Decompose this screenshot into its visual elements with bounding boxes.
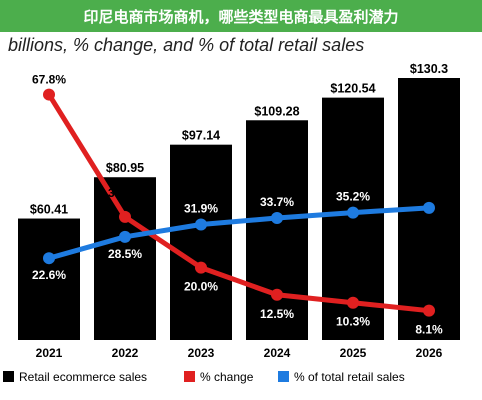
- x-tick-2025: 2025: [340, 346, 367, 360]
- pct-change-point-2025: [347, 296, 359, 309]
- x-tick-2026: 2026: [416, 346, 443, 360]
- banner-text: 印尼电商市场商机，哪些类型电商最具盈利潜力: [83, 8, 398, 26]
- bar-label-2024: $109.28: [254, 104, 299, 118]
- pct-change-point-2023: [195, 261, 207, 274]
- chart-subtitle: billions, % change, and % of total retai…: [8, 35, 364, 55]
- pct-of-total-label-2026: 36.5%: [412, 185, 446, 199]
- legend-pct-of-total-swatch: [278, 371, 289, 382]
- bar-2023: [170, 144, 232, 340]
- pct-of-total-point-2025: [347, 206, 359, 219]
- legend-bars-text: Retail ecommerce sales: [19, 370, 147, 384]
- banner-background: [0, 0, 482, 32]
- pct-change-label-2023: 20.0%: [184, 280, 218, 294]
- bar-2021: [18, 218, 80, 340]
- pct-change-label-2022: 34.0%: [108, 186, 142, 200]
- pct-change-point-2022: [119, 210, 131, 223]
- pct-of-total-label-2021: 22.6%: [32, 268, 66, 282]
- bar-label-2025: $120.54: [330, 82, 375, 96]
- labels-group: $60.41 $80.95 $97.14 $109.28 $120.54 $130.3 67…: [30, 62, 448, 337]
- legend-pct-change-text: % change: [200, 370, 254, 384]
- pct-change-label-2026: 8.1%: [415, 323, 443, 337]
- bar-label-2022: $80.95: [106, 161, 144, 175]
- x-axis: 2021 2022 2023 2024 2025 2026: [36, 346, 443, 360]
- legend-pct-of-total-text: % of total retail sales: [294, 370, 405, 384]
- legend-bars-swatch: [3, 371, 14, 382]
- pct-of-total-point-2023: [195, 218, 207, 231]
- legend: Retail ecommerce sales % change % of total…: [3, 370, 405, 384]
- pct-of-total-point-2024: [271, 212, 283, 225]
- pct-of-total-label-2024: 33.7%: [260, 195, 294, 209]
- pct-change-label-2024: 12.5%: [260, 307, 294, 321]
- pct-of-total-point-2022: [119, 230, 131, 243]
- lines-group: [43, 88, 435, 317]
- pct-change-point-2024: [271, 288, 283, 301]
- pct-of-total-label-2022: 28.5%: [108, 247, 142, 261]
- pct-change-label-2025: 10.3%: [336, 315, 370, 329]
- pct-of-total-point-2021: [43, 252, 55, 265]
- pct-of-total-label-2023: 31.9%: [184, 202, 218, 216]
- x-tick-2023: 2023: [188, 346, 215, 360]
- pct-change-label-2021: 67.8%: [32, 73, 66, 87]
- bar-label-2023: $97.14: [182, 129, 220, 143]
- pct-of-total-line: [46, 205, 432, 261]
- bar-2024: [246, 120, 308, 341]
- x-tick-2024: 2024: [264, 346, 291, 360]
- pct-of-total-label-2025: 35.2%: [336, 190, 370, 204]
- bars-group: [18, 78, 460, 341]
- x-tick-2021: 2021: [36, 346, 63, 360]
- x-tick-2022: 2022: [112, 346, 139, 360]
- pct-change-point-2021: [43, 88, 55, 101]
- pct-change-line: [46, 92, 432, 314]
- bar-label-2026: $130.3: [410, 62, 448, 76]
- pct-of-total-point-2026: [423, 201, 435, 214]
- bar-label-2021: $60.41: [30, 203, 68, 217]
- pct-change-point-2026: [423, 304, 435, 317]
- bar-2022: [94, 177, 156, 340]
- legend-pct-change-swatch: [184, 371, 195, 382]
